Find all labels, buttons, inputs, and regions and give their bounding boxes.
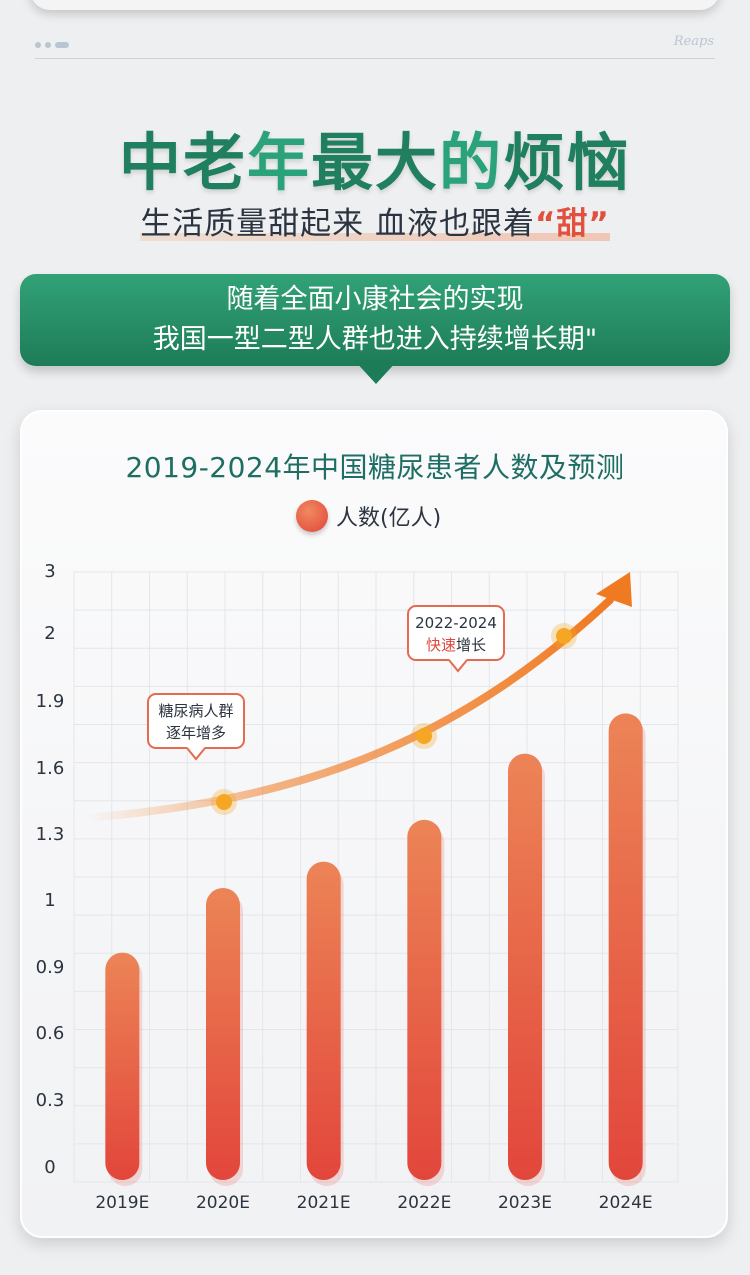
annotation-bubble-1-line-1: 糖尿病人群 (158, 702, 233, 720)
sweet-highlight: “甜” (535, 206, 610, 242)
x-tick-label: 2022E (397, 1193, 451, 1213)
bar (306, 861, 341, 1180)
y-tick-label: 1.6 (36, 758, 65, 779)
x-tick-label: 2019E (95, 1193, 149, 1213)
trend-dot (416, 728, 432, 744)
top-card-edge (30, 0, 720, 10)
y-tick-label: 1 (44, 890, 55, 911)
page-indicator (35, 42, 69, 48)
bar (105, 952, 140, 1180)
y-tick-label: 2 (44, 623, 55, 644)
callout-banner: 随着全面小康社会的实现 我国一型二型人群也进入持续增长期" (20, 274, 730, 366)
subheadline: 生活质量甜起来 血液也跟着“甜” (0, 198, 750, 243)
trend-dot (216, 794, 232, 810)
annotation-bubble-2-tail (449, 659, 467, 671)
x-tick-label: 2024E (599, 1193, 653, 1213)
header-divider (35, 58, 715, 59)
trend-dot (556, 628, 572, 644)
legend-swatch (296, 500, 328, 532)
y-tick-label: 1.9 (36, 691, 65, 712)
banner-line-2: 我国一型二型人群也进入持续增长期" (152, 324, 598, 355)
bar (508, 753, 542, 1180)
y-tick-label: 0.6 (36, 1023, 65, 1044)
annotation-bubble-2-tail-stroke (448, 659, 468, 673)
brand-watermark: Reaps (673, 34, 714, 49)
x-tick-label: 2023E (498, 1193, 552, 1213)
x-tick-label: 2020E (196, 1193, 250, 1213)
annotation-bubble-1-line-2: 逐年增多 (166, 724, 226, 742)
annotation-bubble-2-line-2: 快速增长 (426, 636, 486, 654)
y-tick-label: 0.3 (36, 1090, 65, 1111)
bar (407, 819, 442, 1180)
y-tick-label: 1.3 (36, 824, 65, 845)
bar (206, 888, 240, 1180)
chart-legend: 人数(亿人) (296, 500, 441, 532)
page-headline: 中老年最大的烦恼 (118, 126, 632, 199)
y-tick-label: 3 (44, 561, 55, 582)
banner-pointer (354, 360, 398, 384)
x-tick-label: 2021E (297, 1193, 351, 1213)
annotation-bubble-2-line-1: 2022-2024 (415, 614, 497, 632)
chart-title: 2019-2024年中国糖尿患者人数及预测 (125, 451, 625, 484)
banner-line-1: 随着全面小康社会的实现 (226, 284, 524, 315)
trend-arrow-head (596, 572, 632, 607)
legend-label: 人数(亿人) (336, 506, 442, 531)
annotation-bubble-1-tail-stroke (186, 747, 206, 761)
trend-arrow-line (80, 596, 614, 822)
annotation-bubble-1-tail (187, 747, 205, 759)
y-tick-label: 0.9 (36, 957, 65, 978)
y-tick-label: 0 (44, 1157, 55, 1178)
bar (608, 713, 643, 1180)
